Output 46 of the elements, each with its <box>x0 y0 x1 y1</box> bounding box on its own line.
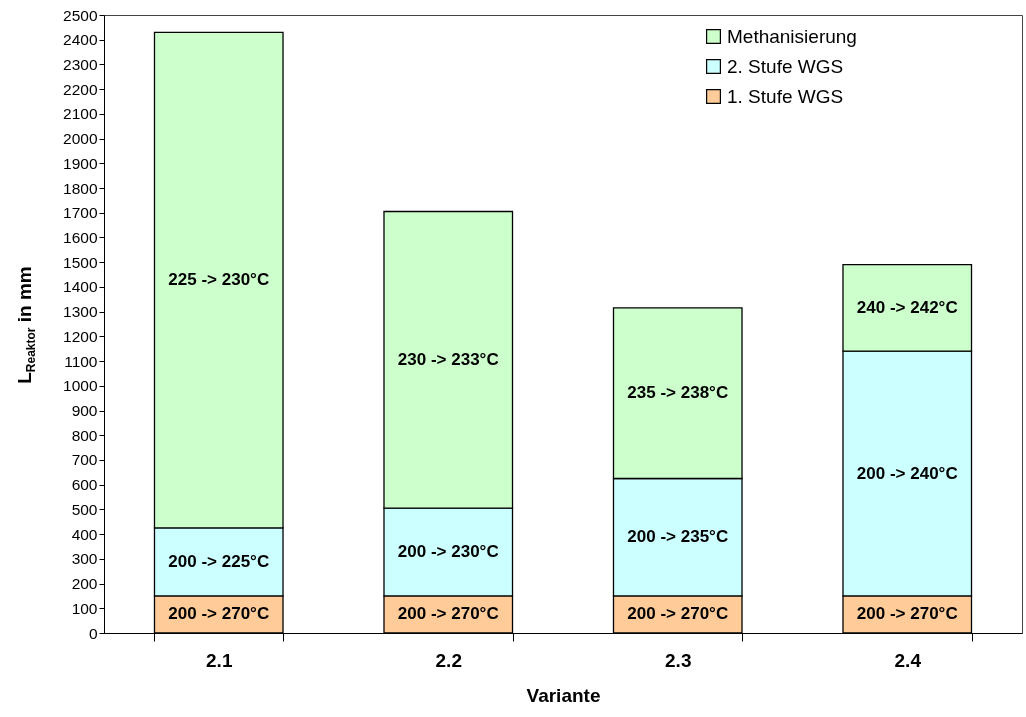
y-tick-label: 2300 <box>63 55 98 73</box>
y-tick-label: 700 <box>71 451 98 469</box>
x-tick-label: 2.3 <box>665 649 692 671</box>
annotation: 200 -> 240°C <box>856 463 958 483</box>
y-tick-label: 900 <box>71 402 98 420</box>
annotation: 200 -> 270°C <box>397 604 499 624</box>
y-tick-label: 2000 <box>63 130 98 148</box>
y-tick-label: 100 <box>71 599 98 617</box>
y-tick-label: 1200 <box>63 327 98 345</box>
y-tick-label: 1300 <box>63 303 98 321</box>
y-tick-label: 1600 <box>63 228 98 246</box>
x-tick-label: 2.1 <box>206 649 233 671</box>
y-tick-label: 2200 <box>63 80 98 98</box>
annotation: 225 -> 230°C <box>168 270 270 290</box>
y-tick-label: 800 <box>71 426 98 444</box>
y-tick-label: 1500 <box>63 253 98 271</box>
y-tick-label: 1700 <box>63 204 98 222</box>
legend-label: 1. Stufe WGS <box>727 85 844 107</box>
y-tick-label: 1900 <box>63 154 98 172</box>
annotation: 200 -> 270°C <box>856 604 958 624</box>
y-tick-label: 600 <box>71 476 98 494</box>
annotation: 235 -> 238°C <box>627 383 729 403</box>
annotation: 200 -> 270°C <box>627 604 729 624</box>
legend-label: Methanisierung <box>727 25 857 47</box>
annotation: 230 -> 233°C <box>397 349 499 369</box>
annotation: 240 -> 242°C <box>856 297 958 317</box>
y-tick-label: 0 <box>88 624 98 642</box>
y-tick-label: 400 <box>71 525 98 543</box>
x-tick-label: 2.4 <box>894 649 922 671</box>
y-tick-label: 2500 <box>63 6 98 24</box>
x-axis-title: Variante <box>526 684 601 706</box>
y-tick-label: 1800 <box>63 179 98 197</box>
annotation: 200 -> 235°C <box>627 527 729 547</box>
legend-label: 2. Stufe WGS <box>727 55 844 77</box>
y-tick-label: 2400 <box>63 31 98 49</box>
y-tick-label: 200 <box>71 575 98 593</box>
x-tick-label: 2.2 <box>435 649 462 671</box>
y-tick-label: 300 <box>71 550 98 568</box>
annotation: 200 -> 230°C <box>397 542 499 562</box>
y-tick-label: 2100 <box>63 105 98 123</box>
annotation: 200 -> 270°C <box>168 604 270 624</box>
y-tick-label: 1400 <box>63 278 98 296</box>
y-tick-label: 1000 <box>63 377 98 395</box>
y-tick-label: 500 <box>71 500 98 518</box>
y-tick-label: 1100 <box>64 352 98 370</box>
annotation: 200 -> 225°C <box>168 551 270 571</box>
